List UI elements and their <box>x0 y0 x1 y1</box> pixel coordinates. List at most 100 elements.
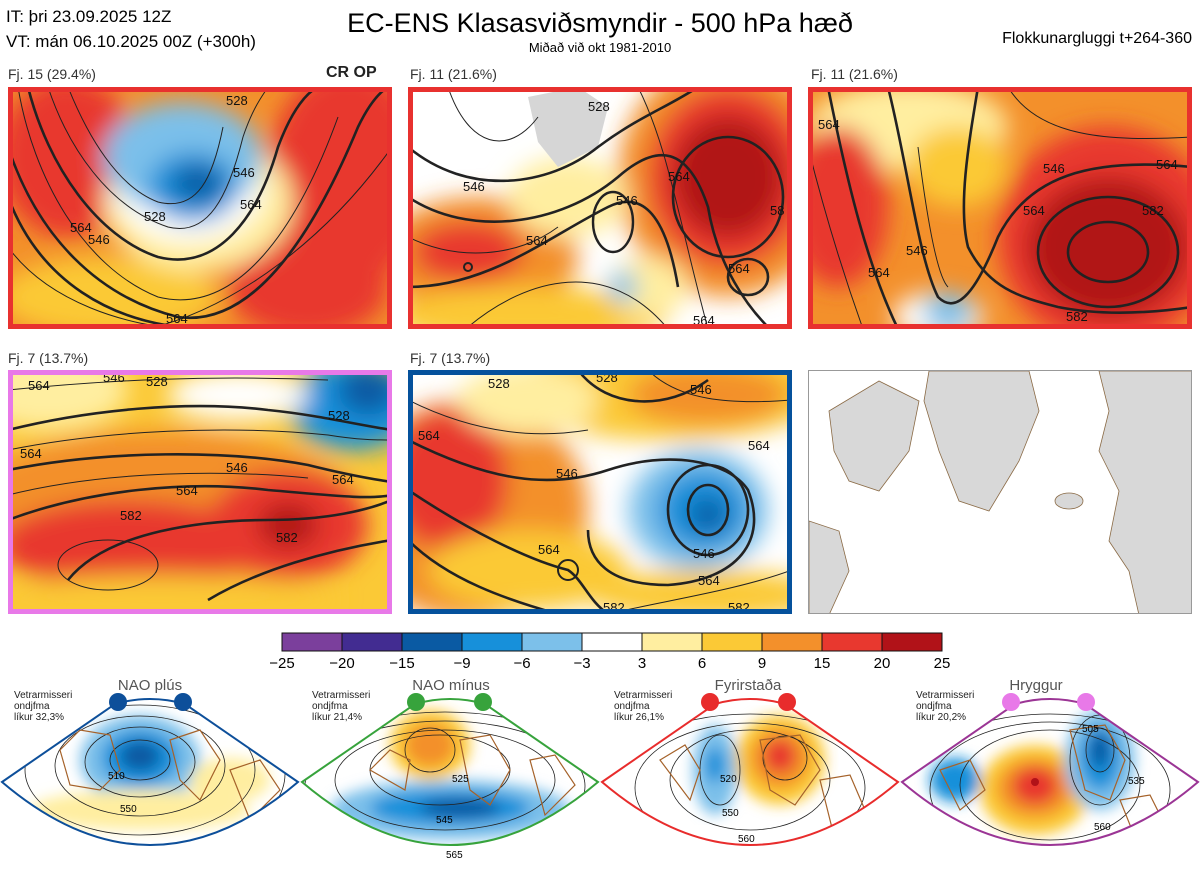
page-title: EC-ENS Klasasviðsmyndir - 500 hPa hæð <box>347 8 853 38</box>
colorbar-segment <box>761 632 823 652</box>
regime-marker <box>1002 693 1020 711</box>
header-info: IT: þri 23.09.2025 12Z VT: mán 06.10.202… <box>6 4 256 54</box>
panel-frame <box>408 87 792 329</box>
contour-label: 582 <box>120 508 142 523</box>
contour-label: 564 <box>28 378 50 393</box>
contour-label: 546 <box>88 232 110 247</box>
contour-label: 546 <box>556 466 578 481</box>
panel-1-label: Fj. 15 (29.4%) <box>8 66 96 82</box>
contour-label: 564 <box>240 197 262 212</box>
contour-label: 546 <box>693 546 715 561</box>
regime-contour-label: 545 <box>436 815 453 826</box>
contour-label: 546 <box>906 243 928 258</box>
regime-info: Vetrarmisseri ondjfma líkur 21,4% <box>312 690 371 723</box>
regime-info: Vetrarmisseri ondjfma líkur 32,3% <box>14 690 73 723</box>
cluster-map-1: 528 546 564 528 546 564 564 <box>8 87 392 329</box>
colorbar-segment <box>281 632 343 652</box>
regime-frame <box>900 698 1200 846</box>
regime-name: Fyrirstaða <box>714 677 782 694</box>
colorbar-segment <box>701 632 763 652</box>
contour-label: 528 <box>144 209 166 224</box>
contour-label: 564 <box>698 573 720 588</box>
panel-5-label: Fj. 7 (13.7%) <box>410 350 491 366</box>
contour-label: 58 <box>770 203 784 218</box>
panel-frame <box>408 370 792 614</box>
height-contours <box>808 87 1192 329</box>
colorbar-segment <box>521 632 583 652</box>
cluster-map-3: 564 546 564 582 546 564 564 582 <box>808 87 1192 329</box>
contour-label: 546 <box>690 382 712 397</box>
colorbar-tick-label: −6 <box>513 655 531 672</box>
contour-label: 528 <box>488 376 510 391</box>
contour-label: 564 <box>728 261 750 276</box>
colorbar-segment <box>461 632 523 652</box>
contour-label: 564 <box>748 438 770 453</box>
cluster-map-2: 528 546 564 546 564 564 58 564 <box>408 87 792 329</box>
land-mass <box>1098 371 1191 613</box>
contour-label: 528 <box>328 408 350 423</box>
contour-label: 564 <box>1023 203 1045 218</box>
regime-marker <box>109 693 127 711</box>
contour-label: 546 <box>233 165 255 180</box>
regime-marker <box>474 693 492 711</box>
regime-map-ridge: 505 535 560 <box>900 693 1200 846</box>
regime-contour-label: 550 <box>722 808 739 819</box>
contour-label: 564 <box>332 472 354 487</box>
colorbar-segment <box>401 632 463 652</box>
colorbar-tick-label: −15 <box>389 655 415 672</box>
contour-label: 528 <box>146 374 168 389</box>
regime-contour-label: 505 <box>1082 724 1099 735</box>
regime-marker <box>778 693 796 711</box>
colorbar-segment <box>341 632 403 652</box>
height-contours <box>408 87 785 329</box>
low-center <box>463 262 473 272</box>
regime-marker <box>407 693 425 711</box>
classification-window: Flokkunargluggi t+264-360 <box>1002 30 1192 47</box>
colorbar-tick-label: 6 <box>697 655 707 672</box>
contour-label: 564 <box>20 446 42 461</box>
regime-map-nao-plus: 510 550 <box>0 693 300 846</box>
regime-contour-label: 550 <box>120 804 137 815</box>
height-contours <box>8 377 392 602</box>
colorbar-segment <box>821 632 883 652</box>
contour-label: 546 <box>463 179 485 194</box>
height-contours <box>408 370 792 614</box>
colorbar-tick-label: 15 <box>813 655 831 672</box>
contour-label: 564 <box>166 311 188 326</box>
contour-label: 564 <box>868 265 890 280</box>
panel-frame <box>8 370 392 614</box>
colorbar-tick-label: 25 <box>933 655 951 672</box>
regime-contour-label: 565 <box>446 850 463 861</box>
regime-name: NAO plús <box>117 677 183 694</box>
regime-contour-label: 520 <box>720 774 737 785</box>
regime-frame <box>600 698 900 846</box>
contour-label: 582 <box>276 530 298 545</box>
regime-contour-label: 560 <box>738 834 755 845</box>
regime-contour-label: 560 <box>1094 822 1111 833</box>
contour-label: 564 <box>526 233 548 248</box>
anomaly-field <box>808 87 1192 329</box>
contour-label: 546 <box>226 460 248 475</box>
contour-label: 564 <box>176 483 198 498</box>
init-time: IT: þri 23.09.2025 12Z <box>6 7 172 26</box>
contour-label: 564 <box>818 117 840 132</box>
contour-label: 564 <box>70 220 92 235</box>
regime-frame <box>0 698 300 846</box>
colorbar-tick-label: −3 <box>573 655 591 672</box>
contour-label: 528 <box>588 99 610 114</box>
colorbar-tick-label: −20 <box>329 655 355 672</box>
panel-3-label: Fj. 11 (21.6%) <box>811 66 898 82</box>
land-mass <box>828 380 920 492</box>
contour-label: 582 <box>1066 309 1088 324</box>
contour-label: 564 <box>538 542 560 557</box>
regime-map-nao-minus: 525 545 565 <box>300 693 600 861</box>
contour-label: 528 <box>226 93 248 108</box>
empty-base-map <box>808 370 1192 614</box>
contour-label: 546 <box>616 193 638 208</box>
land-mass <box>1054 492 1084 510</box>
panel-4-label: Fj. 7 (13.7%) <box>8 350 89 366</box>
colorbar-segment <box>581 632 643 652</box>
land-mass <box>923 371 1040 512</box>
anomaly-field <box>408 370 792 614</box>
regime-contour-label: 510 <box>108 771 125 782</box>
